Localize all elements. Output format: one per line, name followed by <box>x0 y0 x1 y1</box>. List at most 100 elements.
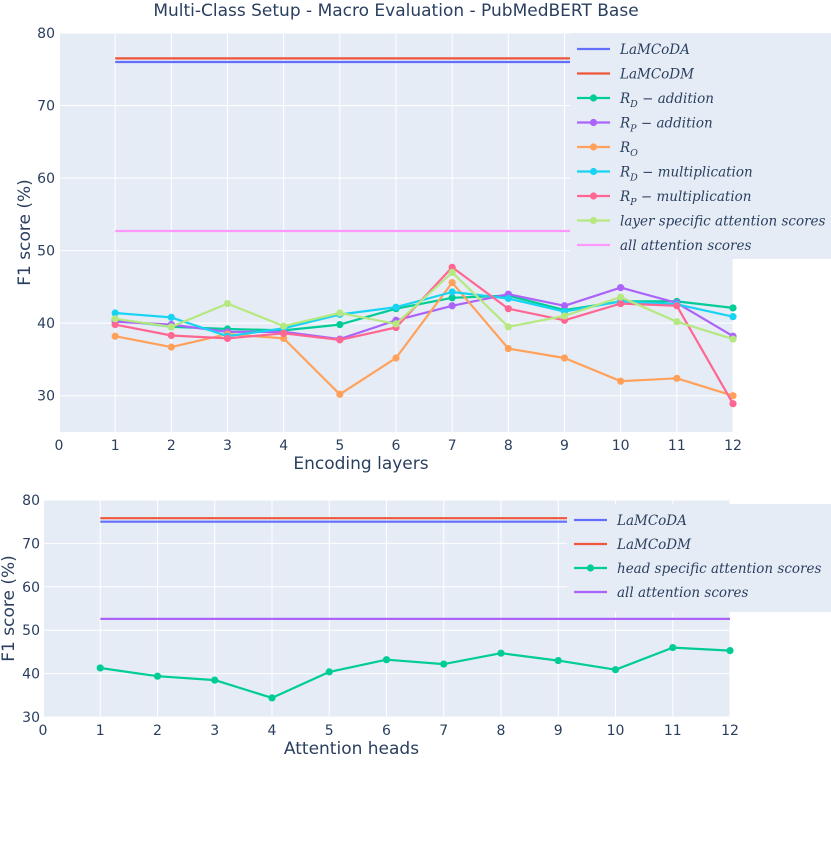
data-point <box>167 331 175 340</box>
legend-item[interactable]: head specific attention scores <box>574 561 821 577</box>
legend-label: LaMCoDM <box>619 67 695 83</box>
data-point <box>448 302 456 310</box>
data-point <box>560 312 569 320</box>
legend-background <box>567 504 831 612</box>
legend-item[interactable]: LaMCoDA <box>577 42 690 58</box>
legend-marker <box>589 143 598 151</box>
legend-item[interactable]: layer specific attention scores <box>577 214 826 230</box>
x-tick-label: 7 <box>439 723 448 739</box>
legend-item[interactable]: all attention scores <box>574 585 748 601</box>
y-tick-label: 50 <box>37 244 55 260</box>
legend-background <box>570 33 831 259</box>
legend-item[interactable]: RP − multiplication <box>577 189 751 208</box>
x-tick-label: 8 <box>497 723 506 739</box>
legend-item[interactable]: LaMCoDA <box>574 513 687 529</box>
x-tick-label: 11 <box>668 438 686 454</box>
x-tick-label: 1 <box>96 723 105 739</box>
x-tick-label: 1 <box>111 438 120 454</box>
data-point <box>392 320 400 328</box>
x-axis-title: Encoding layers <box>293 454 428 474</box>
legend-label: RP − multiplication <box>619 189 751 208</box>
legend-item[interactable]: LaMCoDM <box>577 67 695 83</box>
legend-label: all attention scores <box>620 238 751 254</box>
data-point <box>448 288 456 296</box>
series-line <box>100 646 731 700</box>
data-point <box>96 664 104 672</box>
x-tick-label: 2 <box>153 723 162 739</box>
legend-label: layer specific attention scores <box>620 214 826 230</box>
data-point <box>111 309 119 317</box>
x-tick-label: 2 <box>167 438 176 454</box>
x-tick-label: 9 <box>554 723 563 739</box>
data-point <box>560 354 569 362</box>
y-tick-label: 60 <box>37 171 55 187</box>
data-point <box>280 334 288 343</box>
data-point <box>211 676 219 684</box>
data-point <box>111 332 119 340</box>
legend-item[interactable]: RD − multiplication <box>577 165 753 184</box>
legend-label: LaMCoDA <box>619 42 690 58</box>
legend-item[interactable]: all attention scores <box>577 238 751 254</box>
data-point <box>617 293 625 301</box>
y-tick-label: 60 <box>22 580 40 596</box>
legend-marker <box>589 118 598 127</box>
data-point <box>336 321 344 329</box>
series-line <box>115 286 734 341</box>
data-point <box>617 377 625 385</box>
x-tick-label: 9 <box>560 438 569 454</box>
data-point <box>673 318 681 326</box>
x-tick-label: 8 <box>504 438 513 454</box>
legend-item[interactable]: RD − addition <box>577 91 714 110</box>
data-point <box>336 309 344 317</box>
data-point <box>726 646 734 655</box>
legend-label: RD − addition <box>619 91 714 110</box>
data-point <box>729 392 737 400</box>
data-point <box>268 694 276 702</box>
x-tick-label: 4 <box>279 438 288 454</box>
legend-marker <box>589 167 598 176</box>
data-point <box>554 656 562 665</box>
data-point <box>617 299 625 308</box>
data-point <box>448 263 456 271</box>
data-point <box>382 656 391 664</box>
legend: LaMCoDA LaMCoDM head specific attention sc… <box>567 504 831 612</box>
data-point <box>673 374 681 382</box>
data-point <box>167 313 175 321</box>
legend-label: RD − multiplication <box>619 165 753 184</box>
data-point <box>111 315 119 323</box>
legend-label: LaMCoDM <box>616 537 692 553</box>
x-tick-label: 7 <box>448 438 457 454</box>
data-point <box>497 649 505 657</box>
data-point <box>669 643 677 652</box>
data-point <box>729 400 737 408</box>
x-tick-label: 6 <box>382 723 391 739</box>
data-point <box>167 323 175 331</box>
y-axis-title: F1 score (%) <box>15 179 35 286</box>
data-point <box>504 323 512 331</box>
data-point <box>336 336 344 344</box>
data-point <box>336 390 344 398</box>
x-tick-label: 3 <box>210 723 219 739</box>
x-tick-label: 5 <box>335 438 344 454</box>
legend-label: all attention scores <box>617 585 748 601</box>
data-point <box>280 329 288 337</box>
data-point <box>325 668 333 676</box>
data-point <box>440 660 448 668</box>
data-point <box>504 294 512 303</box>
data-point <box>448 294 456 302</box>
legend-marker <box>589 94 598 102</box>
legend-marker <box>589 192 598 200</box>
data-point <box>560 302 569 310</box>
data-point <box>673 302 681 310</box>
data-point <box>504 344 512 353</box>
legend-item[interactable]: LaMCoDM <box>574 537 692 553</box>
x-tick-label: 3 <box>223 438 232 454</box>
legend-label: RP − addition <box>619 116 713 135</box>
legend-item[interactable]: RP − addition <box>577 116 713 135</box>
legend-marker <box>586 564 595 572</box>
data-point <box>729 313 737 321</box>
x-tick-label: 5 <box>325 723 334 739</box>
